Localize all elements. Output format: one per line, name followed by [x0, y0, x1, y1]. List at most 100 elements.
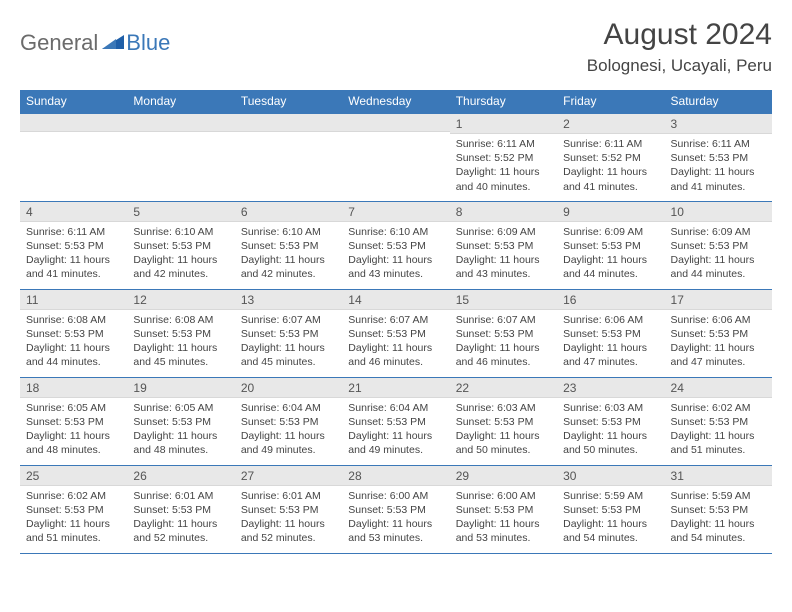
calendar-day-cell — [342, 113, 449, 201]
calendar-day-cell: 28Sunrise: 6:00 AMSunset: 5:53 PMDayligh… — [342, 465, 449, 553]
calendar-day-cell: 8Sunrise: 6:09 AMSunset: 5:53 PMDaylight… — [450, 201, 557, 289]
sunrise-line: Sunrise: 6:05 AM — [26, 401, 121, 415]
day-details: Sunrise: 6:04 AMSunset: 5:53 PMDaylight:… — [235, 398, 342, 462]
day-number: 27 — [235, 466, 342, 486]
calendar-day-cell: 1Sunrise: 6:11 AMSunset: 5:52 PMDaylight… — [450, 113, 557, 201]
sunset-line: Sunset: 5:52 PM — [456, 151, 551, 165]
sunrise-line: Sunrise: 6:03 AM — [563, 401, 658, 415]
empty-day-header — [20, 114, 127, 132]
calendar-day-cell: 27Sunrise: 6:01 AMSunset: 5:53 PMDayligh… — [235, 465, 342, 553]
daylight-line: Daylight: 11 hours and 46 minutes. — [456, 341, 551, 369]
sunset-line: Sunset: 5:53 PM — [133, 503, 228, 517]
daylight-line: Daylight: 11 hours and 44 minutes. — [671, 253, 766, 281]
day-details: Sunrise: 6:11 AMSunset: 5:52 PMDaylight:… — [450, 134, 557, 198]
day-number: 2 — [557, 114, 664, 134]
title-block: August 2024 Bolognesi, Ucayali, Peru — [587, 18, 772, 76]
calendar-day-cell: 25Sunrise: 6:02 AMSunset: 5:53 PMDayligh… — [20, 465, 127, 553]
sunrise-line: Sunrise: 6:07 AM — [241, 313, 336, 327]
sunrise-line: Sunrise: 5:59 AM — [671, 489, 766, 503]
sunrise-line: Sunrise: 6:08 AM — [133, 313, 228, 327]
day-number: 15 — [450, 290, 557, 310]
day-details: Sunrise: 6:10 AMSunset: 5:53 PMDaylight:… — [127, 222, 234, 286]
day-details: Sunrise: 6:01 AMSunset: 5:53 PMDaylight:… — [127, 486, 234, 550]
day-number: 20 — [235, 378, 342, 398]
sunset-line: Sunset: 5:53 PM — [671, 239, 766, 253]
day-number: 16 — [557, 290, 664, 310]
calendar-day-cell: 6Sunrise: 6:10 AMSunset: 5:53 PMDaylight… — [235, 201, 342, 289]
day-number: 11 — [20, 290, 127, 310]
calendar-week-row: 4Sunrise: 6:11 AMSunset: 5:53 PMDaylight… — [20, 201, 772, 289]
sunset-line: Sunset: 5:53 PM — [133, 239, 228, 253]
calendar-day-cell: 23Sunrise: 6:03 AMSunset: 5:53 PMDayligh… — [557, 377, 664, 465]
sunrise-line: Sunrise: 6:09 AM — [456, 225, 551, 239]
calendar-day-cell: 13Sunrise: 6:07 AMSunset: 5:53 PMDayligh… — [235, 289, 342, 377]
day-number: 9 — [557, 202, 664, 222]
sunset-line: Sunset: 5:53 PM — [241, 327, 336, 341]
calendar-day-cell: 15Sunrise: 6:07 AMSunset: 5:53 PMDayligh… — [450, 289, 557, 377]
sunrise-line: Sunrise: 6:05 AM — [133, 401, 228, 415]
calendar-day-cell — [235, 113, 342, 201]
day-details: Sunrise: 6:08 AMSunset: 5:53 PMDaylight:… — [20, 310, 127, 374]
day-number: 7 — [342, 202, 449, 222]
sunset-line: Sunset: 5:53 PM — [348, 239, 443, 253]
sunrise-line: Sunrise: 6:10 AM — [348, 225, 443, 239]
sunrise-line: Sunrise: 6:09 AM — [563, 225, 658, 239]
sunrise-line: Sunrise: 6:07 AM — [348, 313, 443, 327]
daylight-line: Daylight: 11 hours and 50 minutes. — [563, 429, 658, 457]
day-details: Sunrise: 6:09 AMSunset: 5:53 PMDaylight:… — [665, 222, 772, 286]
day-number: 14 — [342, 290, 449, 310]
day-number: 24 — [665, 378, 772, 398]
day-number: 29 — [450, 466, 557, 486]
calendar-day-cell: 14Sunrise: 6:07 AMSunset: 5:53 PMDayligh… — [342, 289, 449, 377]
logo-text-general: General — [20, 30, 98, 56]
day-number: 31 — [665, 466, 772, 486]
logo: General Blue — [20, 18, 170, 56]
calendar-week-row: 1Sunrise: 6:11 AMSunset: 5:52 PMDaylight… — [20, 113, 772, 201]
day-number: 5 — [127, 202, 234, 222]
day-number: 21 — [342, 378, 449, 398]
daylight-line: Daylight: 11 hours and 54 minutes. — [563, 517, 658, 545]
day-details: Sunrise: 6:00 AMSunset: 5:53 PMDaylight:… — [342, 486, 449, 550]
daylight-line: Daylight: 11 hours and 49 minutes. — [241, 429, 336, 457]
calendar-day-cell: 31Sunrise: 5:59 AMSunset: 5:53 PMDayligh… — [665, 465, 772, 553]
sunrise-line: Sunrise: 6:06 AM — [563, 313, 658, 327]
sunset-line: Sunset: 5:53 PM — [241, 415, 336, 429]
day-details: Sunrise: 6:11 AMSunset: 5:53 PMDaylight:… — [665, 134, 772, 198]
daylight-line: Daylight: 11 hours and 53 minutes. — [456, 517, 551, 545]
calendar-day-cell: 20Sunrise: 6:04 AMSunset: 5:53 PMDayligh… — [235, 377, 342, 465]
sunset-line: Sunset: 5:53 PM — [241, 503, 336, 517]
day-number: 25 — [20, 466, 127, 486]
sunset-line: Sunset: 5:53 PM — [671, 151, 766, 165]
day-number: 22 — [450, 378, 557, 398]
sunrise-line: Sunrise: 6:02 AM — [26, 489, 121, 503]
sunset-line: Sunset: 5:53 PM — [26, 415, 121, 429]
empty-day-header — [342, 114, 449, 132]
sunset-line: Sunset: 5:53 PM — [671, 415, 766, 429]
calendar-day-cell: 26Sunrise: 6:01 AMSunset: 5:53 PMDayligh… — [127, 465, 234, 553]
calendar-day-cell — [127, 113, 234, 201]
sunset-line: Sunset: 5:53 PM — [133, 327, 228, 341]
sunrise-line: Sunrise: 6:11 AM — [671, 137, 766, 151]
day-details: Sunrise: 6:11 AMSunset: 5:53 PMDaylight:… — [20, 222, 127, 286]
day-number: 28 — [342, 466, 449, 486]
calendar-day-cell: 18Sunrise: 6:05 AMSunset: 5:53 PMDayligh… — [20, 377, 127, 465]
sunset-line: Sunset: 5:53 PM — [456, 415, 551, 429]
sunrise-line: Sunrise: 6:10 AM — [241, 225, 336, 239]
calendar-day-cell: 11Sunrise: 6:08 AMSunset: 5:53 PMDayligh… — [20, 289, 127, 377]
calendar-day-cell: 10Sunrise: 6:09 AMSunset: 5:53 PMDayligh… — [665, 201, 772, 289]
daylight-line: Daylight: 11 hours and 44 minutes. — [563, 253, 658, 281]
weekday-header: Tuesday — [235, 90, 342, 113]
calendar-week-row: 25Sunrise: 6:02 AMSunset: 5:53 PMDayligh… — [20, 465, 772, 553]
day-details: Sunrise: 6:00 AMSunset: 5:53 PMDaylight:… — [450, 486, 557, 550]
sunset-line: Sunset: 5:53 PM — [563, 239, 658, 253]
calendar-day-cell: 7Sunrise: 6:10 AMSunset: 5:53 PMDaylight… — [342, 201, 449, 289]
daylight-line: Daylight: 11 hours and 52 minutes. — [241, 517, 336, 545]
day-details: Sunrise: 6:07 AMSunset: 5:53 PMDaylight:… — [450, 310, 557, 374]
day-details: Sunrise: 6:02 AMSunset: 5:53 PMDaylight:… — [665, 398, 772, 462]
daylight-line: Daylight: 11 hours and 47 minutes. — [671, 341, 766, 369]
sunrise-line: Sunrise: 6:10 AM — [133, 225, 228, 239]
logo-text-blue: Blue — [126, 30, 170, 56]
location-subtitle: Bolognesi, Ucayali, Peru — [587, 56, 772, 76]
calendar-day-cell: 17Sunrise: 6:06 AMSunset: 5:53 PMDayligh… — [665, 289, 772, 377]
day-details: Sunrise: 6:09 AMSunset: 5:53 PMDaylight:… — [450, 222, 557, 286]
